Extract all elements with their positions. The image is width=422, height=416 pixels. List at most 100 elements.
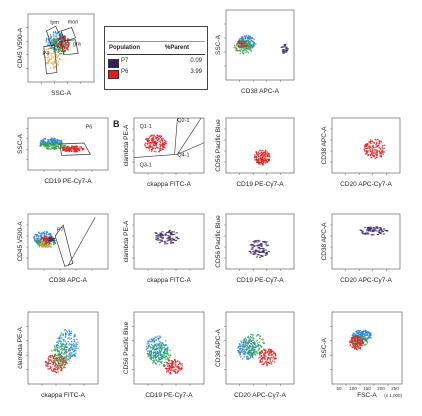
event-point-orange [48,244,51,247]
event-point-red [50,355,52,357]
event-point-blue [33,236,36,238]
legend-value-p6: 3.99 [190,69,202,75]
event-point-red [254,155,256,158]
gate-mon[interactable] [60,27,76,42]
event-point-red [359,344,361,346]
x-axis-label: CD20 APC-Cy7-A [340,181,392,188]
event-point-blue [248,344,251,346]
event-point-red [75,147,77,149]
event-point-red [41,238,43,240]
event-point-red [48,243,50,245]
event-point-red [65,43,67,45]
event-point-red [176,371,178,373]
event-point-green [50,360,53,362]
gate-p4[interactable] [43,44,58,75]
event-point-green [248,346,250,348]
event-point-red [268,352,271,355]
event-point-red [378,141,381,143]
event-point-blue [50,47,52,50]
event-point-green [261,338,263,341]
event-point-green [60,346,62,348]
event-point-green [48,147,50,149]
event-point-orange [39,244,42,246]
event-point-green [162,346,164,348]
event-point-blue [33,237,35,239]
event-point-red [44,238,47,241]
gate-p6[interactable] [59,142,91,156]
event-point-green [60,53,62,55]
event-point-blue [43,239,46,242]
event-point-red [356,346,359,349]
event-point-blue [35,235,38,237]
event-point-blue [154,339,156,341]
event-point-red [71,145,73,147]
event-point-red [260,150,262,152]
event-point-blue [36,239,38,241]
event-point-red [266,363,268,365]
event-point-green [60,354,62,357]
event-point-green [245,41,247,44]
event-point-blue [53,49,55,51]
event-point-red [268,154,270,156]
event-point-red [383,144,386,146]
event-point-red [46,362,48,365]
event-point-blue [66,348,68,351]
event-point-green [160,354,162,356]
event-point-red [371,150,373,152]
legend-row-p7: P7 0.09 [108,58,204,68]
event-point-green [252,45,254,47]
event-point-blue [155,353,157,355]
event-point-green [62,362,64,364]
event-point-blue [367,336,369,338]
event-point-red [159,148,161,150]
event-point-green [54,46,56,48]
event-point-red [67,149,70,151]
event-point-green [56,363,58,366]
event-point-red [50,359,52,361]
event-point-blue [151,357,153,359]
event-point-green [53,50,55,52]
event-point-blue [366,334,368,336]
gate-lym[interactable] [46,25,62,48]
event-point-blue [68,332,70,335]
event-point-green [63,366,66,368]
event-point-blue [151,341,153,343]
event-point-green [54,357,56,359]
event-point-red [264,161,266,164]
event-point-green [54,364,56,366]
event-point-blue [158,350,161,352]
event-point-blue [354,337,357,340]
event-point-red [159,136,161,139]
event-point-purple [167,232,170,234]
gate-p7[interactable] [54,224,74,267]
gate-gra[interactable] [60,39,79,56]
event-point-red [159,143,161,145]
event-point-blue [152,357,155,359]
event-point-red [75,149,77,152]
event-point-purple [262,247,265,249]
event-point-green [247,347,250,349]
event-point-green [352,340,354,342]
event-point-orange [46,63,48,65]
event-point-blue [248,37,251,39]
event-point-red [374,152,376,154]
event-point-green [44,239,46,241]
event-point-red [170,364,173,366]
event-point-red [367,150,369,152]
event-point-green [242,46,244,48]
event-point-blue [52,137,54,139]
event-point-red [172,363,174,365]
event-point-red [161,139,164,142]
event-point-green [64,358,66,360]
event-point-purple [282,52,285,54]
event-point-blue [158,349,160,351]
event-point-red [61,36,63,38]
event-point-blue [46,139,49,141]
event-point-red [274,361,276,363]
event-point-blue [245,341,247,343]
event-point-purple [50,236,53,238]
event-point-red [62,361,64,363]
event-point-red [67,38,69,40]
event-point-purple [258,250,261,252]
event-point-blue [359,333,361,335]
